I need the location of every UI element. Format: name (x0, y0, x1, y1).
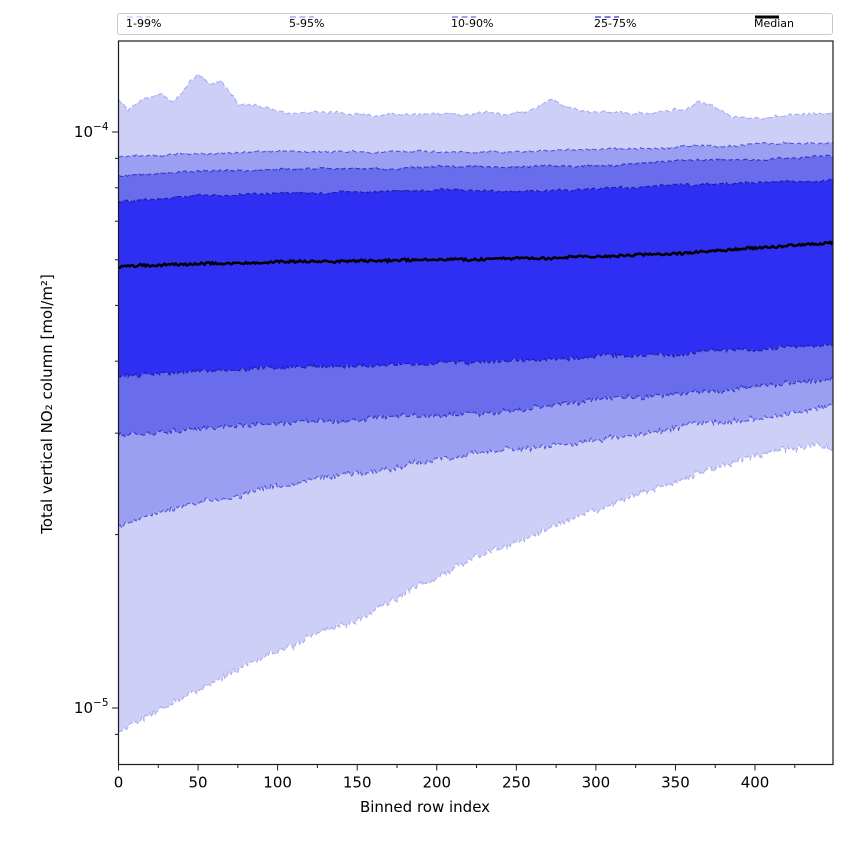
percentile-line-p90 (118, 154, 833, 178)
legend-label: Median (754, 17, 795, 30)
x-tick-label: 50 (189, 774, 208, 792)
percentile-line-p75 (118, 177, 833, 203)
legend-entry: 1-99% (126, 14, 161, 34)
x-axis-title: Binned row index (359, 798, 491, 816)
x-tick-label: 150 (343, 774, 372, 792)
percentile-line-p25 (118, 342, 833, 379)
legend-label: 1-99% (126, 17, 162, 30)
legend-entry: 25-75% (594, 14, 636, 34)
legend-line-sample (595, 16, 619, 18)
tick-labels: 0 50 100 150 200 250 300 350 400 10−4 10−5 (74, 121, 769, 792)
percentile-line-p1 (118, 441, 833, 733)
x-tick-label: 300 (582, 774, 611, 792)
y-tick-label: 10−5 (74, 697, 109, 717)
y-axis-title: Total vertical NO₂ column [mol/m²] (38, 274, 56, 534)
median-line (118, 240, 833, 270)
x-tick-label: 350 (661, 774, 690, 792)
axis-ticks (112, 131, 796, 771)
x-tick-label: 250 (502, 774, 531, 792)
x-tick-label: 0 (114, 774, 124, 792)
legend-line-sample (452, 16, 476, 18)
legend-label: 5-95% (289, 17, 325, 30)
percentile-line-p95 (118, 141, 833, 159)
x-tick-label: 100 (263, 774, 292, 792)
y-tick-label: 10−4 (74, 121, 109, 141)
band-25-75% (118, 178, 833, 378)
legend-line-sample (755, 15, 779, 19)
legend-line-sample (290, 16, 314, 18)
legend: 1-99% 5-95% 10-90% 25-75% Median (117, 13, 833, 35)
legend-line-sample (127, 16, 151, 18)
legend-label: 10-90% (451, 17, 494, 30)
percentile-line-p10 (118, 376, 833, 438)
plot-area (118, 73, 833, 733)
legend-entry: Median (754, 14, 794, 34)
percentile-line-p5 (118, 402, 833, 529)
axes-frame (117, 40, 834, 766)
x-tick-label: 400 (741, 774, 770, 792)
legend-label: 25-75% (594, 17, 637, 30)
x-tick-label: 200 (422, 774, 451, 792)
legend-entry: 10-90% (451, 14, 493, 34)
legend-entry: 5-95% (289, 14, 324, 34)
